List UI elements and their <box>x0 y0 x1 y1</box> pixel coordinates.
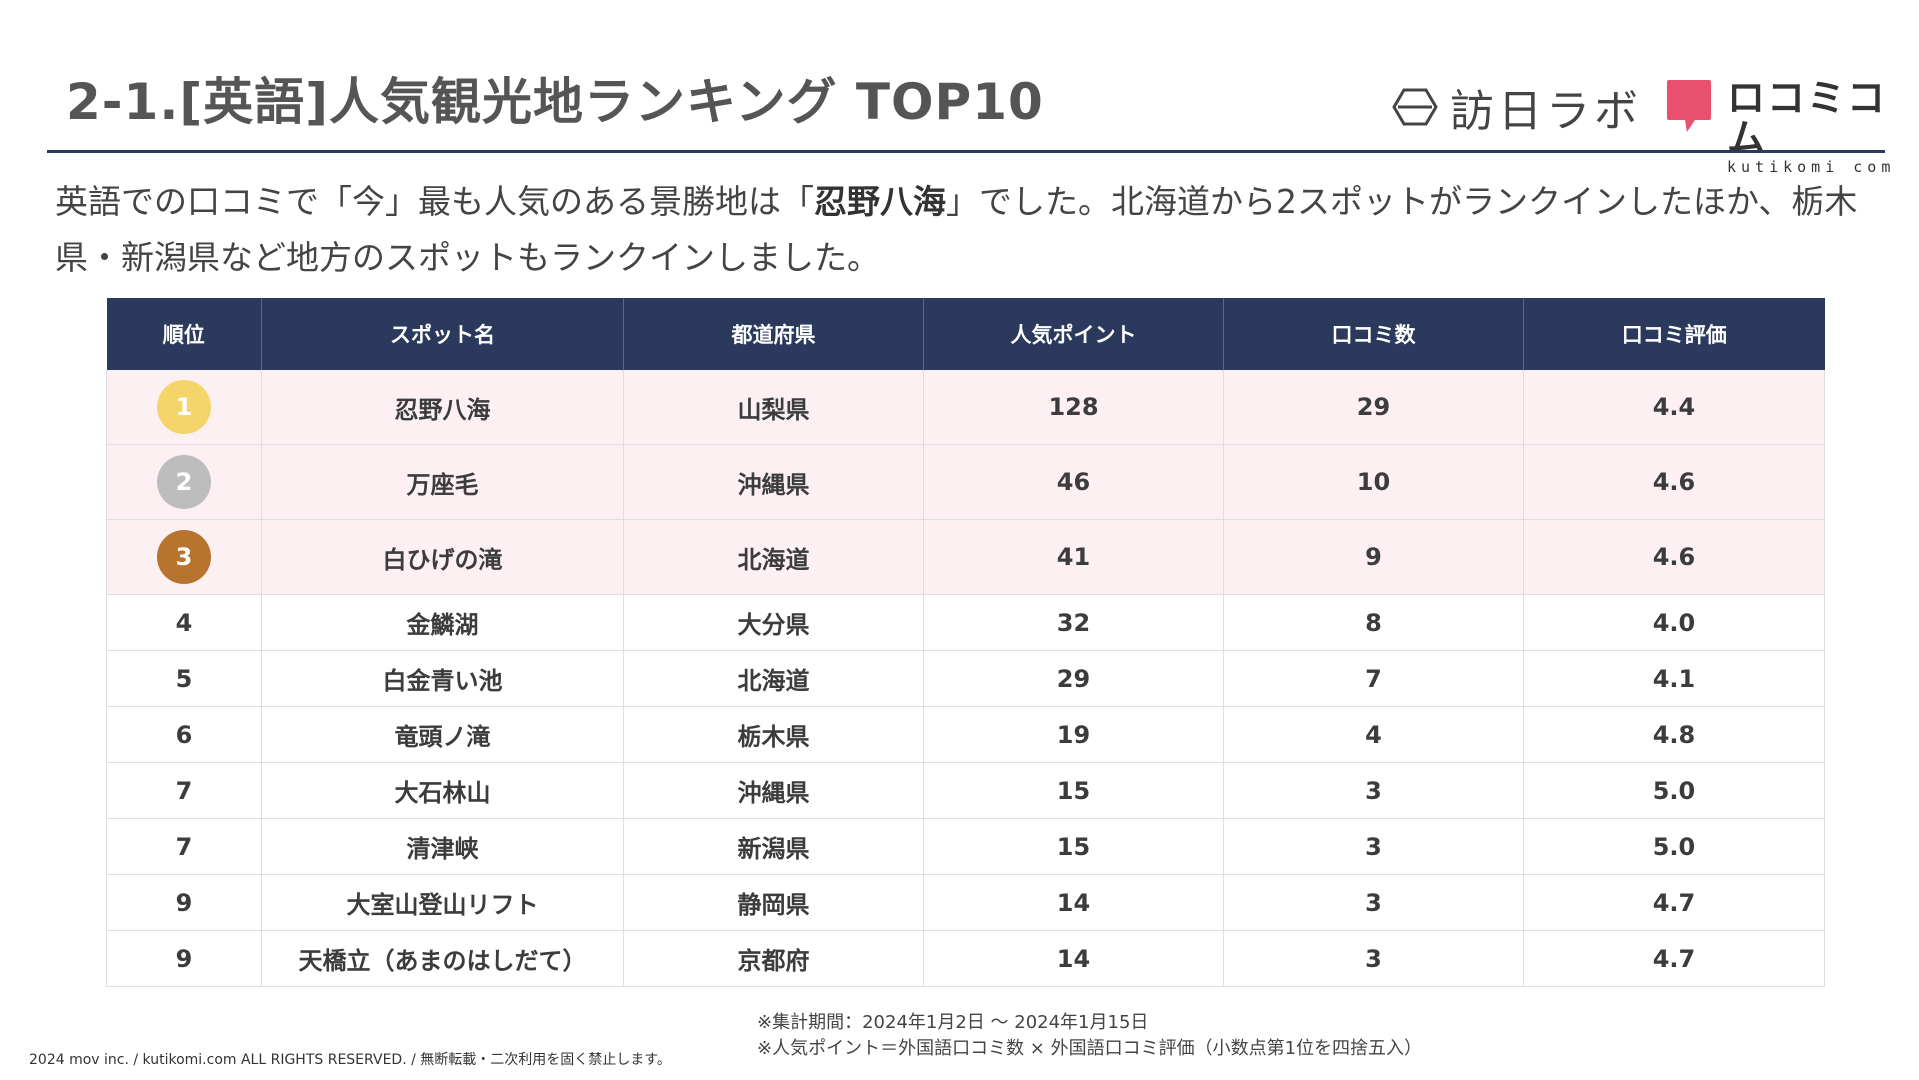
honichi-logo-text: 訪日ラボ <box>1450 86 1642 137</box>
prefecture-cell: 山梨県 <box>623 370 924 445</box>
header-review-rating: 口コミ評価 <box>1523 298 1825 370</box>
kutikomi-logo: ロコミコム kutikomi com <box>1665 78 1919 176</box>
review-count-cell: 3 <box>1223 818 1524 875</box>
points-cell: 14 <box>923 930 1224 987</box>
copyright-footer: 2024 mov inc. / kutikomi.com ALL RIGHTS … <box>29 1052 671 1068</box>
rank-cell: 3 <box>106 519 262 595</box>
points-cell: 19 <box>923 706 1224 763</box>
points-cell: 46 <box>923 444 1224 520</box>
table-row: 6 竜頭ノ滝 栃木県 19 4 4.8 <box>106 706 1825 763</box>
review-count-cell: 8 <box>1223 594 1524 651</box>
rating-cell: 4.4 <box>1523 370 1825 445</box>
rating-cell: 5.0 <box>1523 762 1825 819</box>
rank-cell: 7 <box>106 818 262 875</box>
prefecture-cell: 大分県 <box>623 594 924 651</box>
honichi-hexagon-icon <box>1392 88 1438 126</box>
spot-name-cell: 金鱗湖 <box>261 594 624 651</box>
review-count-cell: 29 <box>1223 370 1524 445</box>
spot-name-cell: 竜頭ノ滝 <box>261 706 624 763</box>
lead-paragraph: 英語での口コミで「今」最も人気のある景勝地は「忍野八海」でした。北海道から2スポ… <box>55 174 1885 286</box>
table-row: 9 天橋立（あまのはしだて） 京都府 14 3 4.7 <box>106 930 1825 987</box>
review-count-cell: 3 <box>1223 874 1524 931</box>
spot-name-cell: 白金青い池 <box>261 650 624 707</box>
review-count-cell: 9 <box>1223 519 1524 595</box>
header-rank: 順位 <box>106 298 262 370</box>
points-cell: 15 <box>923 762 1224 819</box>
rating-cell: 4.6 <box>1523 444 1825 520</box>
rating-cell: 4.1 <box>1523 650 1825 707</box>
table-row: 7 清津峡 新潟県 15 3 5.0 <box>106 818 1825 875</box>
prefecture-cell: 新潟県 <box>623 818 924 875</box>
points-cell: 29 <box>923 650 1224 707</box>
kutikomi-speech-bubble-icon <box>1665 78 1713 134</box>
prefecture-cell: 京都府 <box>623 930 924 987</box>
table-row: 4 金鱗湖 大分県 32 8 4.0 <box>106 594 1825 651</box>
spot-name-cell: 大室山登山リフト <box>261 874 624 931</box>
spot-name-cell: 大石林山 <box>261 762 624 819</box>
gold-medal-badge: 1 <box>157 380 211 434</box>
review-count-cell: 3 <box>1223 762 1524 819</box>
spot-name-cell: 白ひげの滝 <box>261 519 624 595</box>
spot-name-cell: 忍野八海 <box>261 370 624 445</box>
rank-cell: 1 <box>106 370 262 445</box>
page-title: 2-1.[英語]人気観光地ランキング TOP10 <box>66 73 1044 131</box>
points-cell: 41 <box>923 519 1224 595</box>
spot-name-cell: 万座毛 <box>261 444 624 520</box>
review-count-cell: 3 <box>1223 930 1524 987</box>
rank-cell: 6 <box>106 706 262 763</box>
spot-name-cell: 天橋立（あまのはしだて） <box>261 930 624 987</box>
lead-highlight: 忍野八海 <box>814 182 946 221</box>
header-review-count: 口コミ数 <box>1223 298 1524 370</box>
table-row: 3 白ひげの滝 北海道 41 9 4.6 <box>106 519 1825 595</box>
rating-cell: 5.0 <box>1523 818 1825 875</box>
header-prefecture: 都道府県 <box>623 298 924 370</box>
bronze-medal-badge: 3 <box>157 530 211 584</box>
rank-cell: 2 <box>106 444 262 520</box>
lead-text-1: 英語での口コミで「今」最も人気のある景勝地は「 <box>55 182 814 221</box>
honichi-lab-logo: 訪日ラボ <box>1392 80 1642 137</box>
points-cell: 15 <box>923 818 1224 875</box>
silver-medal-badge: 2 <box>157 455 211 509</box>
prefecture-cell: 栃木県 <box>623 706 924 763</box>
ranking-table: 順位 スポット名 都道府県 人気ポイント 口コミ数 口コミ評価 1 忍野八海 山… <box>106 298 1825 987</box>
kutikomi-logo-text: ロコミコム <box>1727 76 1888 160</box>
points-cell: 128 <box>923 370 1224 445</box>
rank-cell: 9 <box>106 930 262 987</box>
points-cell: 14 <box>923 874 1224 931</box>
rating-cell: 4.8 <box>1523 706 1825 763</box>
kutikomi-logo-subtext: kutikomi com <box>1727 158 1896 176</box>
note-points-formula: ※人気ポイント＝外国語口コミ数 × 外国語口コミ評価（小数点第1位を四捨五入） <box>757 1038 1423 1059</box>
rating-cell: 4.7 <box>1523 930 1825 987</box>
rank-cell: 7 <box>106 762 262 819</box>
rank-cell: 9 <box>106 874 262 931</box>
review-count-cell: 10 <box>1223 444 1524 520</box>
rating-cell: 4.7 <box>1523 874 1825 931</box>
rating-cell: 4.0 <box>1523 594 1825 651</box>
table-row: 1 忍野八海 山梨県 128 29 4.4 <box>106 370 1825 445</box>
table-header-row: 順位 スポット名 都道府県 人気ポイント 口コミ数 口コミ評価 <box>106 298 1825 370</box>
prefecture-cell: 沖縄県 <box>623 762 924 819</box>
table-row: 5 白金青い池 北海道 29 7 4.1 <box>106 650 1825 707</box>
header-divider <box>47 150 1885 153</box>
prefecture-cell: 北海道 <box>623 650 924 707</box>
note-period: ※集計期間：2024年1月2日 〜 2024年1月15日 <box>757 1012 1149 1033</box>
rank-cell: 5 <box>106 650 262 707</box>
header-points: 人気ポイント <box>923 298 1224 370</box>
table-row: 2 万座毛 沖縄県 46 10 4.6 <box>106 444 1825 520</box>
table-row: 7 大石林山 沖縄県 15 3 5.0 <box>106 762 1825 819</box>
lead-text-2: 」でした。北海道から2スポットがランクインしたほか、栃木県・新潟県など地方のスポ… <box>55 182 1858 277</box>
review-count-cell: 4 <box>1223 706 1524 763</box>
review-count-cell: 7 <box>1223 650 1524 707</box>
rating-cell: 4.6 <box>1523 519 1825 595</box>
prefecture-cell: 北海道 <box>623 519 924 595</box>
prefecture-cell: 沖縄県 <box>623 444 924 520</box>
header-spot-name: スポット名 <box>261 298 624 370</box>
points-cell: 32 <box>923 594 1224 651</box>
spot-name-cell: 清津峡 <box>261 818 624 875</box>
prefecture-cell: 静岡県 <box>623 874 924 931</box>
rank-cell: 4 <box>106 594 262 651</box>
footnotes: ※集計期間：2024年1月2日 〜 2024年1月15日 ※人気ポイント＝外国語… <box>757 1010 1422 1062</box>
table-row: 9 大室山登山リフト 静岡県 14 3 4.7 <box>106 874 1825 931</box>
